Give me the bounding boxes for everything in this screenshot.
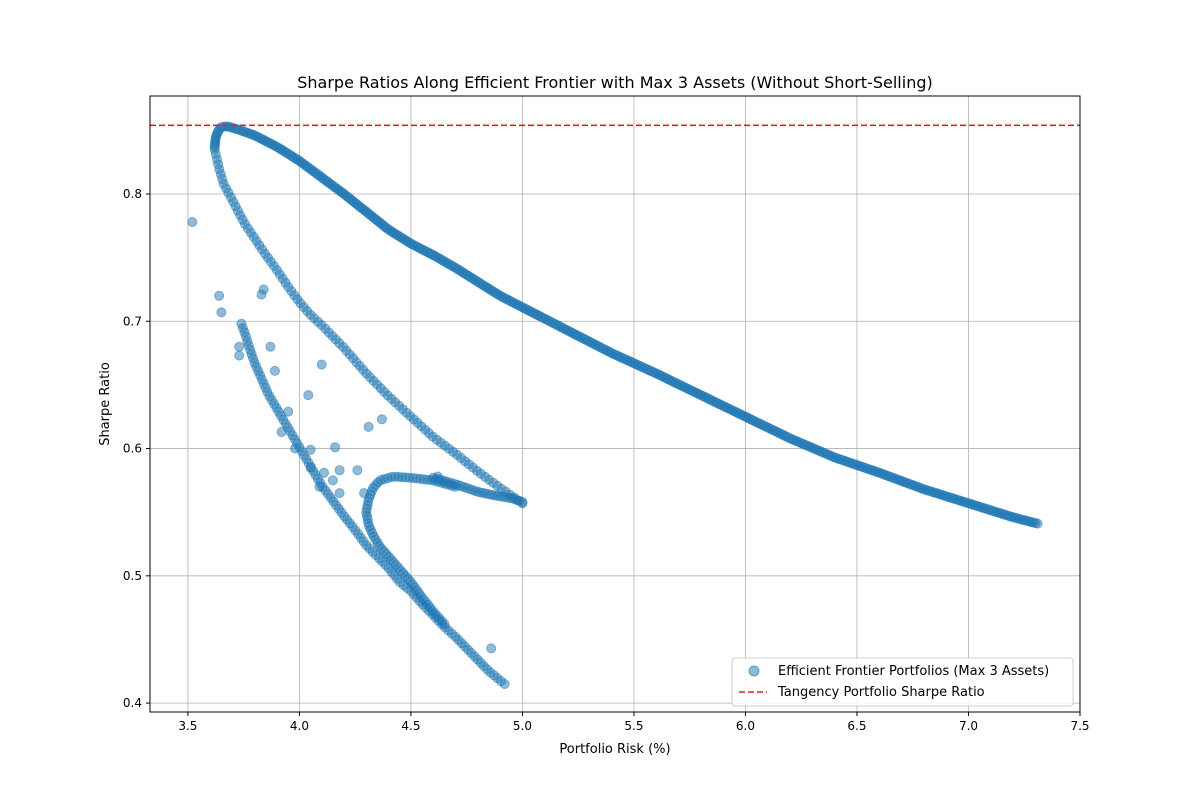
x-tick-label: 3.5 (178, 719, 197, 733)
x-tick-label: 4.0 (290, 719, 309, 733)
x-tick-label: 6.5 (847, 719, 866, 733)
data-point (1032, 518, 1043, 529)
data-point (269, 365, 280, 376)
data-point (283, 406, 294, 417)
data-point (327, 475, 338, 486)
data-point (305, 444, 316, 455)
data-point (316, 359, 327, 370)
data-point (187, 216, 198, 227)
y-tick-label: 0.5 (123, 569, 142, 583)
y-axis-ticks: 0.4 0.5 0.6 0.7 0.8 (123, 187, 150, 710)
data-point (334, 465, 345, 476)
legend-scatter-marker (748, 665, 760, 677)
x-axis-ticks: 3.5 4.0 4.5 5.0 5.5 6.0 6.5 7.0 7.5 (178, 712, 1090, 733)
data-point (432, 471, 443, 482)
scatter-points (187, 121, 1043, 690)
data-point (276, 426, 287, 437)
data-point (499, 679, 510, 690)
data-point (303, 390, 314, 401)
data-point (334, 488, 345, 499)
data-point (265, 341, 276, 352)
x-tick-label: 5.0 (513, 719, 532, 733)
y-tick-label: 0.8 (123, 187, 142, 201)
legend: Efficient Frontier Portfolios (Max 3 Ass… (731, 657, 1074, 707)
data-point (517, 496, 528, 507)
y-tick-label: 0.6 (123, 442, 142, 456)
data-point (439, 619, 450, 630)
data-point (359, 488, 370, 499)
x-tick-label: 6.0 (736, 719, 755, 733)
data-point (216, 307, 227, 318)
data-point (486, 643, 497, 654)
x-tick-label: 4.5 (401, 719, 420, 733)
x-tick-label: 5.5 (624, 719, 643, 733)
y-axis-label: Sharpe Ratio (98, 362, 113, 446)
data-point (352, 465, 363, 476)
legend-entry-tangency: Tangency Portfolio Sharpe Ratio (777, 685, 985, 700)
legend-box (731, 657, 1074, 707)
data-point (234, 341, 245, 352)
x-tick-label: 7.5 (1070, 719, 1089, 733)
x-axis-label: Portfolio Risk (%) (559, 742, 670, 757)
data-point (376, 414, 387, 425)
legend-entry-frontier: Efficient Frontier Portfolios (Max 3 Ass… (778, 664, 1049, 679)
data-point (289, 443, 300, 454)
data-point (318, 467, 329, 478)
chart-title: Sharpe Ratios Along Efficient Frontier w… (297, 73, 932, 92)
y-tick-label: 0.4 (123, 696, 142, 710)
x-tick-label: 7.0 (959, 719, 978, 733)
data-point (214, 290, 225, 301)
data-point (330, 442, 341, 453)
data-point (256, 289, 267, 300)
data-point (305, 462, 316, 473)
y-tick-label: 0.7 (123, 314, 142, 328)
plot-frame (149, 95, 1081, 713)
data-point (234, 350, 245, 361)
data-point (363, 421, 374, 432)
data-point (314, 481, 325, 492)
